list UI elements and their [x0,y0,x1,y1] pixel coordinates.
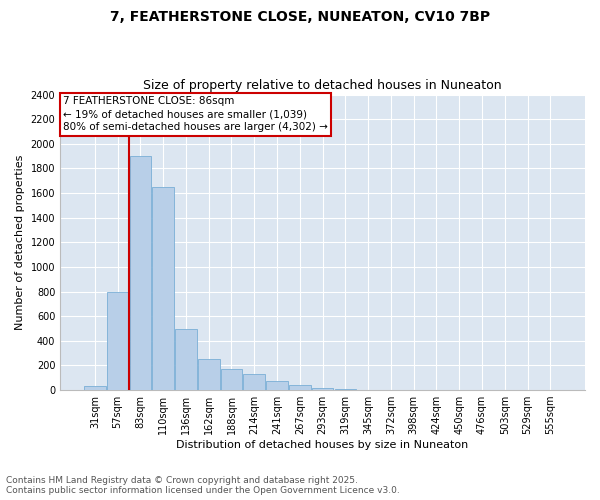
Bar [107,292,128,390]
Title: Size of property relative to detached houses in Nuneaton: Size of property relative to detached ho… [143,79,502,92]
Bar [266,382,288,390]
X-axis label: Distribution of detached houses by size in Nuneaton: Distribution of detached houses by size … [176,440,469,450]
Bar [312,388,334,390]
Text: Contains HM Land Registry data © Crown copyright and database right 2025.
Contai: Contains HM Land Registry data © Crown c… [6,476,400,495]
Bar [289,385,311,390]
Y-axis label: Number of detached properties: Number of detached properties [15,154,25,330]
Bar [130,156,151,390]
Bar [221,368,242,390]
Bar [84,386,106,390]
Bar [244,374,265,390]
Bar [198,360,220,390]
Text: 7, FEATHERSTONE CLOSE, NUNEATON, CV10 7BP: 7, FEATHERSTONE CLOSE, NUNEATON, CV10 7B… [110,10,490,24]
Bar [175,328,197,390]
Text: 7 FEATHERSTONE CLOSE: 86sqm
← 19% of detached houses are smaller (1,039)
80% of : 7 FEATHERSTONE CLOSE: 86sqm ← 19% of det… [63,96,328,132]
Bar [152,187,174,390]
